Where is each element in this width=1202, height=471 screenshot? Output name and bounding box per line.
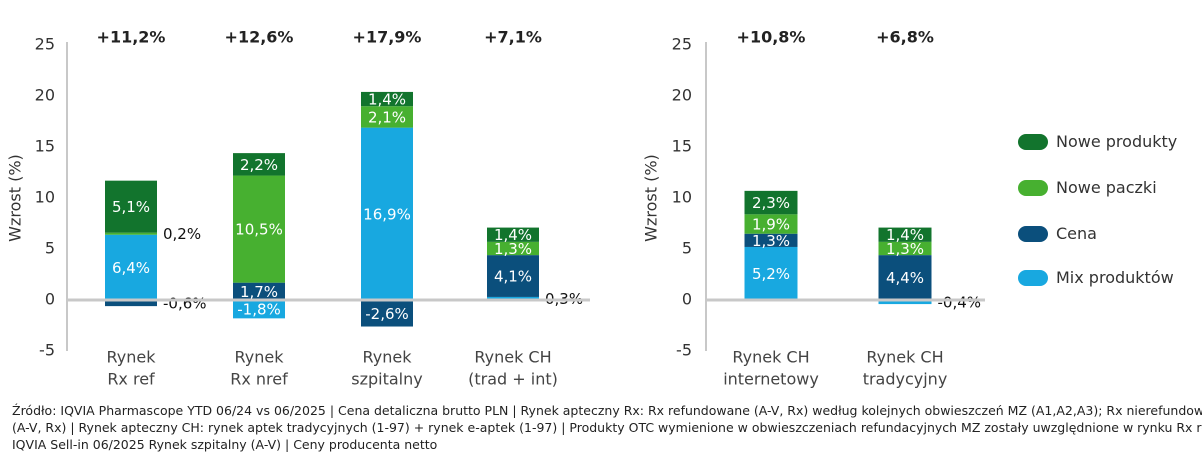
data-label: 1,3% [886, 240, 924, 258]
category-label: internetowy [723, 370, 819, 389]
y-axis-label: Wzrost (%) [642, 154, 661, 242]
bar-segment-mix-produktow [361, 127, 413, 301]
bar-segment-nowe-produkty [105, 180, 157, 233]
category-label: (trad + int) [468, 370, 558, 389]
total-label: +7,1% [484, 28, 542, 47]
bar-segment-mix-produktow [487, 296, 539, 300]
bar-segment-cena [233, 282, 285, 300]
bar-segment-nowe-paczki [361, 106, 413, 128]
bar-segment-nowe-paczki [233, 175, 285, 283]
category-label: Rynek CH [732, 348, 809, 367]
legend-label: Mix produktów [1056, 268, 1174, 287]
category-label: Rynek CH [474, 348, 551, 367]
data-label: 5,2% [752, 265, 790, 283]
legend-label: Nowe produkty [1056, 132, 1178, 151]
total-label: +10,8% [737, 28, 806, 47]
category-label: Rynek [363, 348, 413, 367]
y-tick-label: 25 [35, 35, 55, 54]
legend-swatch-cena [1018, 225, 1048, 242]
data-label: -1,8% [237, 301, 281, 319]
legend-label: Cena [1056, 224, 1097, 243]
bar-segment-cena [361, 300, 413, 327]
total-label: +17,9% [353, 28, 422, 47]
bar-segment-nowe-produkty [878, 227, 932, 242]
legend-swatch-nowe-produkty [1018, 133, 1048, 150]
y-tick-label: 0 [682, 290, 692, 309]
category-label: Rx ref [107, 370, 155, 389]
data-label: 1,4% [368, 91, 406, 109]
bar-segment-mix-produktow [744, 246, 798, 300]
category-label: Rynek [235, 348, 285, 367]
bar-segment-mix-produktow [233, 300, 285, 319]
y-tick-label: 20 [672, 86, 692, 105]
bar-segment-nowe-produkty [361, 91, 413, 107]
bar-segment-mix-produktow [105, 234, 157, 300]
charts: -5 0 5 10 15 20 25 Wzrost (%) 6,4% -0,6% 0,2% 5,1% +… [6, 28, 985, 389]
y-tick-label: 10 [35, 188, 55, 207]
data-label: 1,4% [886, 226, 924, 244]
total-label: +6,8% [876, 28, 934, 47]
data-label: 1,7% [240, 283, 278, 301]
y-tick-label: 0 [45, 290, 55, 309]
bar-segment-cena [878, 255, 932, 300]
bar-segment-cena [105, 300, 157, 307]
y-tick-label: 10 [672, 188, 692, 207]
category-label: Rynek CH [866, 348, 943, 367]
y-tick-label: 15 [672, 137, 692, 156]
data-label: 1,3% [494, 240, 532, 258]
y-tick-label: 20 [35, 86, 55, 105]
data-label: 1,4% [494, 226, 532, 244]
y-axis-label: Wzrost (%) [6, 154, 25, 242]
legend-item-nowe-paczki: Nowe paczki [1018, 178, 1157, 197]
legend-swatch-mix-produktow [1018, 269, 1048, 286]
bar-segment-nowe-paczki [487, 241, 539, 256]
bar-segment-nowe-produkty [233, 153, 285, 176]
source-footnote: Źródło: IQVIA Pharmascope YTD 06/24 vs 0… [12, 402, 1202, 453]
footnote-line: Źródło: IQVIA Pharmascope YTD 06/24 vs 0… [12, 403, 1202, 418]
legend-item-nowe-produkty: Nowe produkty [1018, 132, 1177, 151]
y-tick-label: -5 [39, 341, 55, 360]
bar-segment-nowe-paczki [878, 241, 932, 256]
data-label: 4,1% [494, 268, 532, 286]
legend-item-mix-produktow: Mix produktów [1018, 268, 1174, 287]
data-label: 2,2% [240, 156, 278, 174]
footnote-line: (A-V, Rx) | Rynek apteczny CH: rynek apt… [12, 420, 1202, 435]
data-label: -2,6% [365, 305, 409, 323]
data-label: 16,9% [363, 205, 411, 223]
bar-segment-nowe-produkty [744, 190, 798, 215]
data-label: 1,9% [752, 216, 790, 234]
data-label: -0,4% [938, 294, 982, 312]
legend-swatch-nowe-paczki [1018, 179, 1048, 196]
data-label: 0,2% [163, 225, 201, 243]
bar-segment-nowe-paczki [744, 214, 798, 234]
footnote-line: IQVIA Sell-in 06/2025 Rynek szpitalny (A… [12, 437, 438, 452]
y-tick-label: 25 [672, 35, 692, 54]
data-label: 4,4% [886, 269, 924, 287]
data-label: 2,1% [368, 108, 406, 126]
y-tick-label: 5 [682, 239, 692, 258]
category-label: Rynek [107, 348, 157, 367]
category-label: tradycyjny [863, 370, 948, 389]
data-label: 5,1% [112, 198, 150, 216]
category-label: szpitalny [351, 370, 422, 389]
y-tick-label: -5 [676, 341, 692, 360]
data-label: -0,6% [163, 295, 207, 313]
y-tick-label: 5 [45, 239, 55, 258]
bar-segment-cena [487, 255, 539, 297]
data-label: 2,3% [752, 194, 790, 212]
category-label: Rx nref [230, 370, 288, 389]
data-label: 6,4% [112, 259, 150, 277]
bar-segment-cena [744, 233, 798, 247]
bar-segment-mix-produktow [878, 300, 932, 305]
y-tick-label: 15 [35, 137, 55, 156]
legend-label: Nowe paczki [1056, 178, 1157, 197]
data-label: 10,5% [235, 221, 283, 239]
total-label: +12,6% [225, 28, 294, 47]
data-label: 1,3% [752, 232, 790, 250]
legend-item-cena: Cena [1018, 224, 1097, 243]
bar-segment-nowe-paczki [105, 232, 157, 235]
total-label: +11,2% [97, 28, 166, 47]
bar-segment-nowe-produkty [487, 227, 539, 242]
